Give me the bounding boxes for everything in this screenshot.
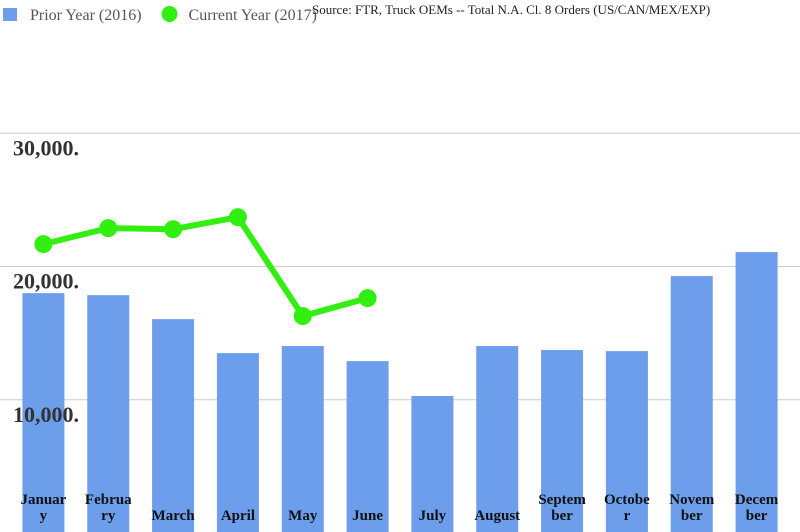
- y-tick-label: 20,000.: [13, 269, 79, 294]
- point: [34, 235, 53, 254]
- x-tick-label: March: [151, 508, 195, 524]
- legend-swatch: [3, 8, 17, 21]
- bar: [411, 396, 454, 532]
- x-tick-label: April: [220, 508, 255, 524]
- x-tick-label: February: [84, 492, 132, 524]
- bar: [670, 276, 713, 532]
- y-tick-label: 30,000.: [13, 135, 79, 160]
- bar: [476, 346, 519, 532]
- point: [228, 208, 247, 227]
- point: [293, 307, 312, 326]
- bar: [541, 350, 584, 532]
- line: [42, 214, 369, 320]
- y-tick-label: 10,000.: [13, 402, 79, 427]
- x-tick-label: August: [474, 508, 521, 524]
- x-tick-label: December: [734, 492, 779, 524]
- x-tick-label: May: [288, 508, 318, 524]
- bar: [22, 293, 65, 532]
- bar: [346, 361, 389, 532]
- x-tick-label: September: [538, 492, 586, 524]
- x-tick-label: June: [352, 508, 383, 524]
- legend-label: Prior Year (2016): [30, 7, 142, 24]
- x-tick-label: November: [669, 492, 715, 524]
- bar: [605, 351, 648, 532]
- point: [358, 289, 377, 308]
- bar: [152, 319, 195, 532]
- point: [99, 219, 118, 238]
- point: [164, 220, 183, 239]
- source: Source: FTR, Truck OEMs -- Total N.A. Cl…: [312, 2, 710, 17]
- bar: [735, 252, 778, 532]
- x-tick-label: January: [20, 492, 67, 524]
- x-tick-label: July: [418, 508, 447, 524]
- legend-swatch: [161, 6, 178, 22]
- bar: [281, 346, 324, 532]
- x-tick-label: October: [603, 492, 650, 524]
- legend-label: Current Year (2017): [189, 7, 317, 24]
- bar: [216, 353, 259, 532]
- bar: [87, 295, 130, 532]
